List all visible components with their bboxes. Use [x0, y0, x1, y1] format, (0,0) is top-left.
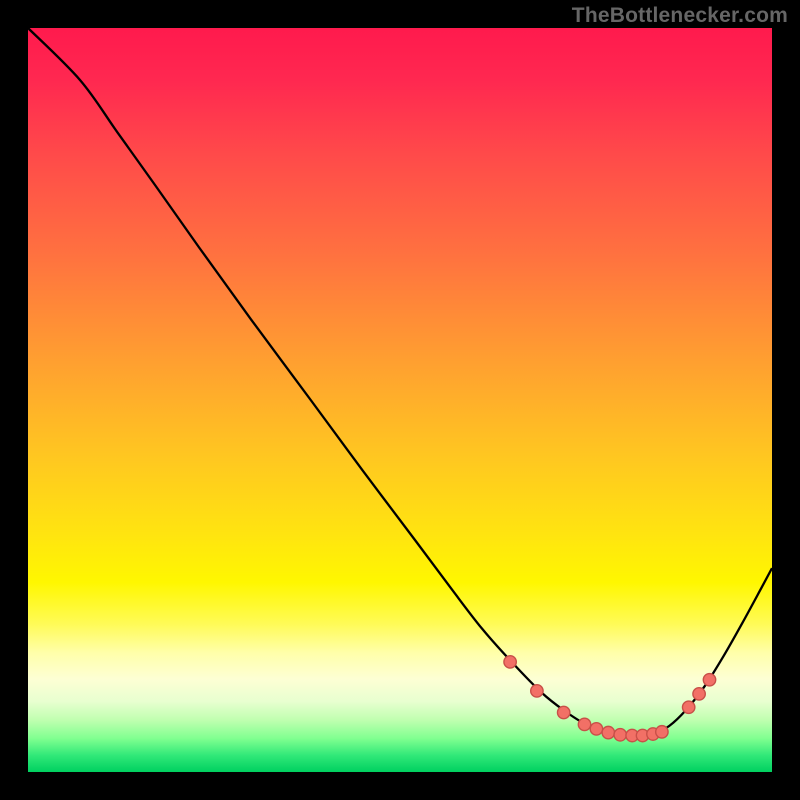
data-marker	[682, 701, 694, 713]
data-marker	[531, 685, 543, 697]
chart-background	[28, 28, 772, 772]
bottleneck-chart	[0, 0, 800, 800]
data-marker	[602, 726, 614, 738]
data-marker	[693, 688, 705, 700]
data-marker	[590, 723, 602, 735]
data-marker	[614, 729, 626, 741]
data-marker	[504, 656, 516, 668]
data-marker	[557, 706, 569, 718]
data-marker	[578, 718, 590, 730]
data-marker	[656, 726, 668, 738]
data-marker	[703, 674, 715, 686]
watermark-text: TheBottlenecker.com	[572, 4, 788, 28]
